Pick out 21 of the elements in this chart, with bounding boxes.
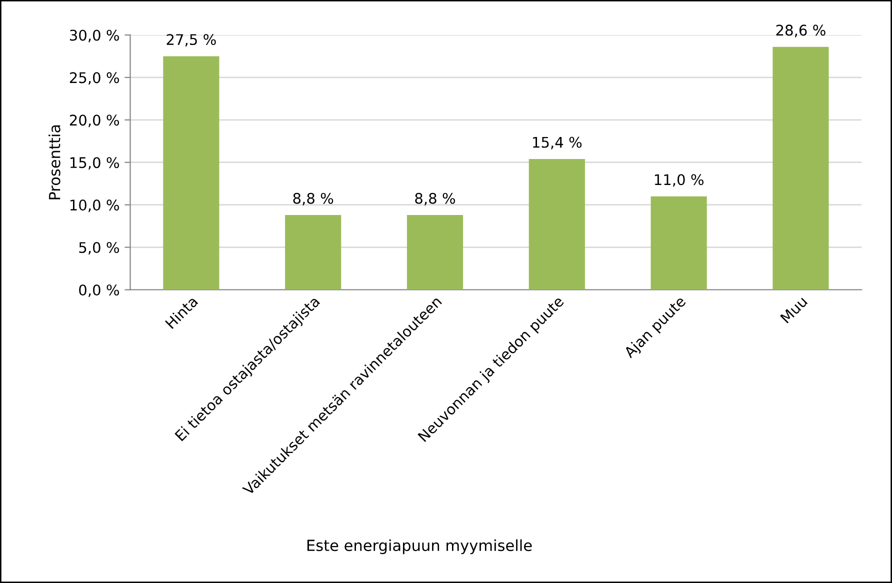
data-label: 15,4 % xyxy=(533,136,582,150)
y-axis-title: Prosenttia xyxy=(48,125,60,200)
y-tick-label: 30,0 % xyxy=(70,30,120,42)
data-label: 8,8 % xyxy=(293,192,334,206)
y-tick-label: 10,0 % xyxy=(70,200,120,212)
data-label: 27,5 % xyxy=(166,34,216,47)
y-tick-label: 20,0 % xyxy=(70,114,120,128)
data-label: 28,6 % xyxy=(776,24,826,38)
bar xyxy=(163,56,220,290)
bar xyxy=(528,158,585,290)
data-label: 11,0 % xyxy=(654,174,704,187)
bar xyxy=(772,46,829,290)
y-tick-label: 15,0 % xyxy=(70,157,120,170)
bar xyxy=(406,215,464,290)
y-tick-label: 25,0 % xyxy=(70,72,120,85)
bar xyxy=(285,215,342,290)
data-label: 8,8 % xyxy=(415,192,456,206)
x-axis-title: Este energiapuun myymiselle xyxy=(307,539,532,554)
y-tick-label: 5,0 % xyxy=(79,242,120,255)
y-tick-label: 0,0 % xyxy=(79,284,120,297)
bar xyxy=(650,196,707,290)
